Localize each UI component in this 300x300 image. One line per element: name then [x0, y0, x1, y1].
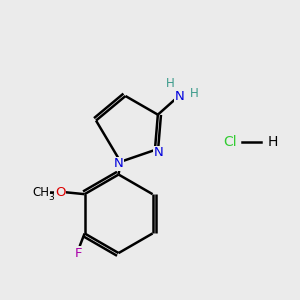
Text: N: N [114, 157, 124, 170]
Text: H: H [166, 77, 175, 90]
Text: Cl: Cl [224, 135, 237, 149]
Text: CH: CH [32, 186, 49, 199]
Text: N: N [154, 146, 164, 159]
Text: N: N [175, 91, 184, 103]
Text: 3: 3 [48, 193, 54, 202]
Text: H: H [190, 87, 199, 100]
Text: O: O [55, 186, 65, 199]
Text: F: F [75, 247, 82, 260]
Text: H: H [268, 135, 278, 149]
